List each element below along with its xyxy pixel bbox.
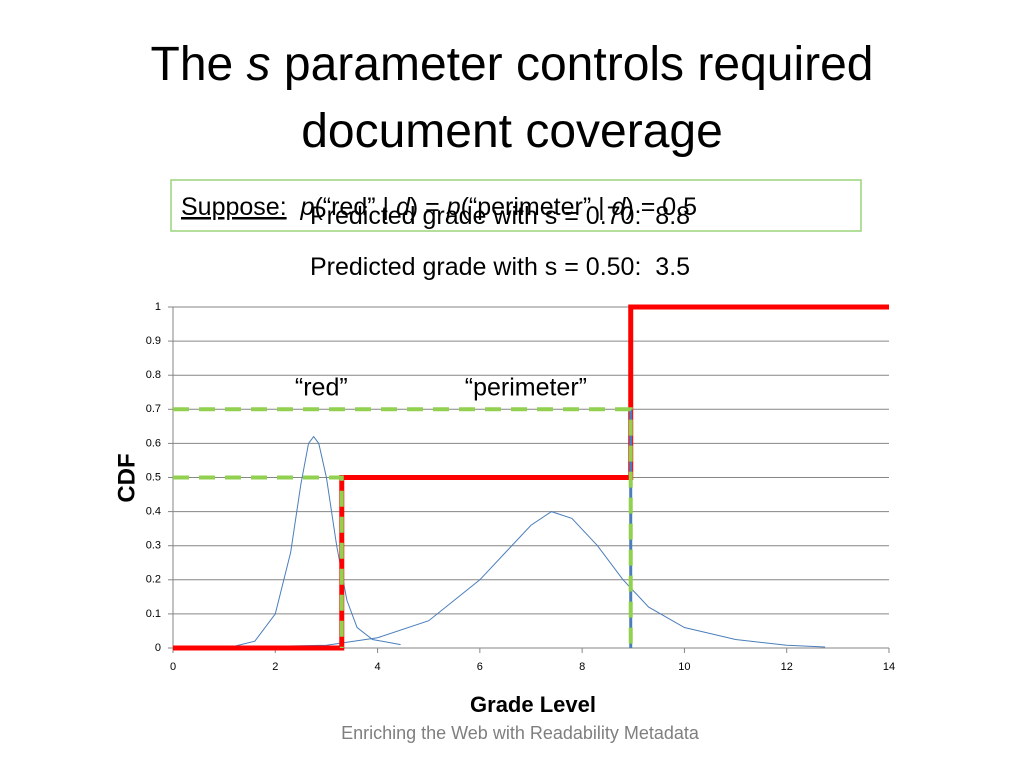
slide-title: document coverage	[301, 105, 723, 158]
y-tick-label: 0.1	[146, 608, 161, 620]
note-run: (“perimeter” |	[461, 193, 612, 221]
line	[213, 435, 401, 649]
note-run: d	[612, 193, 627, 221]
y-tick-label: 1	[155, 301, 161, 313]
prediction: Predicted grade with s = 0.50: 3.5	[310, 253, 690, 281]
line	[173, 407, 633, 648]
slide-title: The s parameter controls required	[151, 38, 874, 91]
note-run: Suppose:	[181, 193, 287, 221]
y-tick-label: 0.7	[146, 403, 161, 415]
x-tick-label: 8	[579, 661, 585, 673]
y-tick-label: 0.3	[146, 540, 161, 552]
x-tick-label: 2	[272, 661, 278, 673]
note-run: ) =	[410, 193, 447, 221]
annotation: “perimeter”	[465, 373, 587, 401]
y-tick-label: 0.4	[146, 506, 161, 518]
x-axis-label: Grade Level	[470, 692, 596, 717]
x-tick-label: 12	[781, 661, 793, 673]
title-run: The	[151, 38, 247, 91]
note-run	[287, 193, 301, 221]
y-tick-label: 0.8	[146, 369, 161, 381]
x-tick-label: 6	[477, 661, 483, 673]
note: Suppose: p(“red” | d) = p(“perimeter” | …	[181, 193, 697, 221]
title-run: s	[247, 38, 271, 91]
note-run: p	[300, 193, 315, 221]
x-tick-label: 4	[375, 661, 381, 673]
footer: Enriching the Web with Readability Metad…	[341, 723, 700, 743]
line	[173, 304, 889, 651]
x-tick-label: 0	[170, 661, 176, 673]
title-run: parameter controls required	[271, 38, 874, 91]
annotation: “red”	[295, 373, 348, 401]
line	[213, 511, 826, 648]
y-tick-label: 0.6	[146, 437, 161, 449]
note-run: ) = 0.5	[625, 193, 697, 221]
note-run: p	[446, 193, 461, 221]
line	[173, 475, 344, 648]
note-run: (“red” |	[314, 193, 396, 221]
prediction: Predicted grade with s = 0.70: 8.8	[310, 202, 690, 230]
y-tick-label: 0.5	[146, 471, 161, 483]
x-tick-label: 10	[678, 661, 690, 673]
y-axis-label: CDF	[113, 453, 140, 502]
y-tick-label: 0.2	[146, 574, 161, 586]
note-box	[170, 179, 862, 232]
y-tick-label: 0	[155, 642, 161, 654]
note-run: d	[396, 193, 411, 221]
y-tick-label: 0.9	[146, 335, 161, 347]
x-tick-label: 14	[883, 661, 895, 673]
